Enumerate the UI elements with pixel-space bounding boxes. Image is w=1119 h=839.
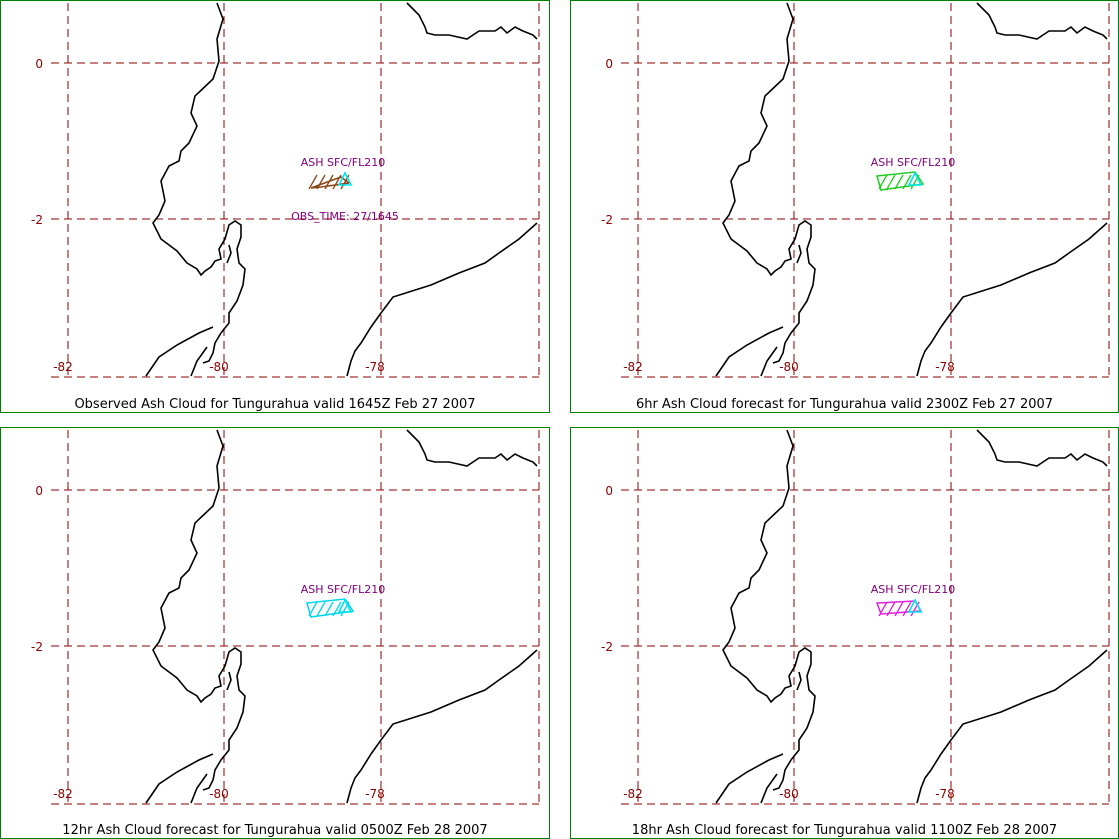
- lon-tick-label: -78: [935, 787, 955, 801]
- ash-cloud-hatch: [316, 174, 326, 190]
- lon-tick-label: -80: [779, 787, 799, 801]
- ash-cloud-label: ASH SFC/FL210: [871, 156, 955, 169]
- coastline: [796, 671, 802, 691]
- lon-tick-label: -80: [209, 787, 229, 801]
- lon-tick-label: -82: [623, 360, 643, 374]
- ash-cloud-hatch: [308, 174, 318, 190]
- ash-cloud-label: ASH SFC/FL210: [301, 156, 385, 169]
- volcano-vent-icon: [337, 598, 353, 613]
- panel-18hr: 0 -2 -82 -80 -78 ASH SFC/FL210 18hr Ash Cloud…: [570, 427, 1119, 839]
- caption-6hr: 6hr Ash Cloud forecast for Tungurahua va…: [635, 397, 1054, 412]
- volcano-vent-icon: [337, 171, 353, 186]
- map-18hr: 0 -2 -82 -80 -78 ASH SFC/FL210: [601, 429, 1110, 805]
- lon-tick-label: -82: [53, 360, 73, 374]
- coastline: [226, 244, 232, 264]
- volcano-vent-icon: [907, 598, 923, 613]
- lat-tick-label: -2: [601, 640, 613, 654]
- lat-tick-label: 0: [35, 57, 43, 71]
- panel-6hr: 0 -2 -82 -80 -78 ASH SFC/FL210 6hr Ash Cloud …: [570, 0, 1119, 413]
- lon-tick-label: -80: [779, 360, 799, 374]
- lat-tick-label: 0: [605, 57, 613, 71]
- lat-tick-label: -2: [601, 213, 613, 227]
- coastline: [916, 649, 1108, 804]
- caption-12hr: 12hr Ash Cloud forecast for Tungurahua v…: [62, 823, 488, 838]
- caption-observed: Observed Ash Cloud for Tungurahua valid …: [74, 397, 476, 412]
- coastline: [226, 671, 232, 691]
- ash-cloud-hatch: [902, 174, 912, 190]
- ash-cloud-hatch: [332, 174, 342, 190]
- coastline: [715, 326, 784, 377]
- coastline: [152, 429, 246, 791]
- ash-cloud-hatch: [894, 174, 904, 190]
- coastline: [346, 649, 538, 804]
- lat-tick-label: 0: [35, 484, 43, 498]
- coastline: [722, 429, 816, 791]
- ash-cloud-hatch: [316, 601, 326, 617]
- ash-cloud-hatch: [324, 601, 334, 617]
- ash-cloud-hatch: [332, 601, 342, 617]
- panel-12hr: 0 -2 -82 -80 -78 ASH SFC/FL210 12hr Ash Cloud…: [0, 427, 550, 839]
- lon-tick-label: -82: [53, 787, 73, 801]
- panel-observed: 0 -2 -82 -80 -78 ASH SFC/FL210 OBS_TIME: 27/16…: [0, 0, 550, 413]
- coastline: [715, 753, 784, 804]
- map-12hr: 0 -2 -82 -80 -78 ASH SFC/FL210: [31, 429, 540, 805]
- ash-cloud-hatch: [886, 601, 896, 617]
- obs-time-label: OBS_TIME: 27/1645: [291, 210, 399, 223]
- coastline: [760, 346, 778, 377]
- lat-tick-label: 0: [605, 484, 613, 498]
- coastline: [796, 244, 802, 264]
- ash-cloud-hatch: [894, 601, 904, 617]
- ash-cloud-polygon: [310, 176, 351, 189]
- coastline: [152, 2, 246, 364]
- coastline: [976, 429, 1108, 467]
- ash-cloud-hatch: [878, 601, 888, 617]
- lat-tick-label: -2: [31, 640, 43, 654]
- map-6hr: 0 -2 -82 -80 -78 ASH SFC/FL210: [601, 2, 1110, 378]
- coastline: [976, 2, 1108, 40]
- lon-tick-label: -80: [209, 360, 229, 374]
- coastline: [346, 222, 538, 377]
- ash-cloud-label: ASH SFC/FL210: [301, 583, 385, 596]
- ash-cloud-polygon: [306, 598, 355, 618]
- coastline: [406, 429, 538, 467]
- volcano-vent-icon: [907, 171, 923, 186]
- lon-tick-label: -78: [365, 360, 385, 374]
- ash-cloud-hatch: [324, 174, 334, 190]
- coastline: [406, 2, 538, 40]
- ash-cloud-label: ASH SFC/FL210: [871, 583, 955, 596]
- ash-cloud-hatch: [886, 174, 896, 190]
- caption-18hr: 18hr Ash Cloud forecast for Tungurahua v…: [631, 823, 1058, 838]
- lon-tick-label: -78: [935, 360, 955, 374]
- coastline: [190, 346, 208, 377]
- ash-cloud-hatch: [878, 174, 888, 190]
- coastline: [916, 222, 1108, 377]
- ash-cloud-hatch: [308, 601, 318, 617]
- coastline: [145, 753, 214, 804]
- ash-cloud-hatch: [902, 601, 912, 617]
- lon-tick-label: -82: [623, 787, 643, 801]
- map-observed: 0 -2 -82 -80 -78 ASH SFC/FL210 OBS_TIME: 27/16…: [31, 2, 540, 378]
- coastline: [722, 2, 816, 364]
- coastline: [760, 773, 778, 804]
- coastline: [145, 326, 214, 377]
- ash-cloud-polygon: [876, 171, 925, 191]
- lon-tick-label: -78: [365, 787, 385, 801]
- lat-tick-label: -2: [31, 213, 43, 227]
- coastline: [190, 773, 208, 804]
